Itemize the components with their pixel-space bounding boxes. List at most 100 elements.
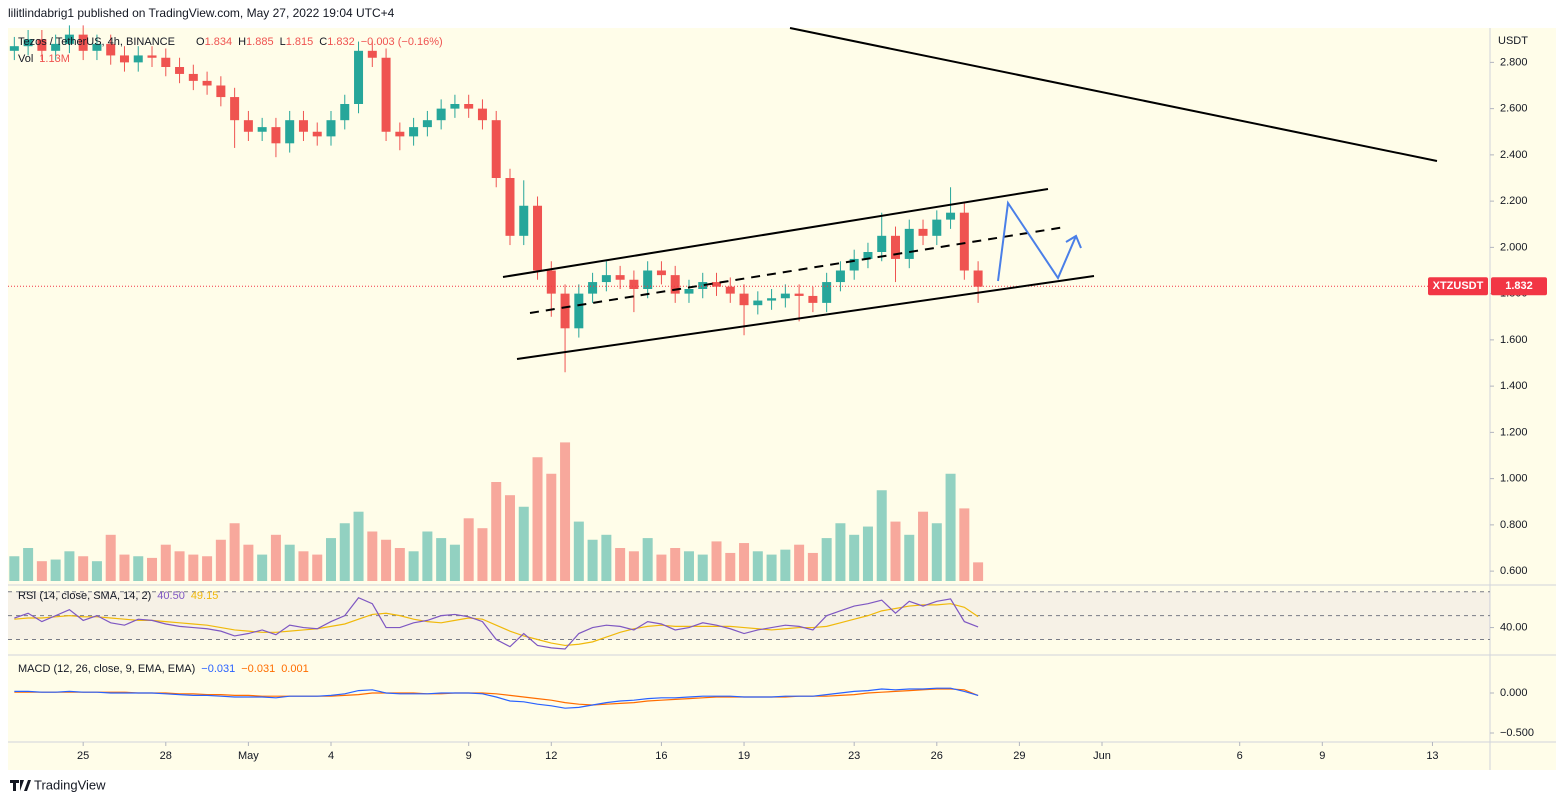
- volume-bar: [133, 556, 144, 581]
- volume-bar: [794, 544, 805, 581]
- volume-bar: [298, 551, 309, 581]
- x-tick-label: 23: [848, 750, 860, 762]
- legend-title: Vol: [18, 53, 33, 65]
- candle-body: [9, 46, 19, 51]
- volume-bar: [312, 554, 323, 581]
- candle-body: [684, 289, 694, 294]
- y-tick-label: 2.200: [1500, 195, 1528, 207]
- legend-value: −0.003 (−0.16%): [361, 36, 443, 48]
- candle-body: [175, 67, 185, 74]
- volume-bar: [601, 534, 612, 581]
- volume-bar: [821, 538, 832, 581]
- volume-bar: [449, 544, 460, 581]
- volume-bar: [560, 442, 571, 581]
- volume-bar: [381, 539, 392, 581]
- volume-bar: [766, 554, 777, 581]
- volume-bar: [849, 534, 860, 581]
- volume-bar: [518, 506, 529, 581]
- volume-bar: [504, 495, 515, 581]
- indicator-line: [14, 687, 979, 709]
- x-tick-label: 26: [931, 750, 943, 762]
- logo: [10, 780, 31, 791]
- candle-body: [959, 212, 969, 271]
- x-tick-label: 6: [1237, 750, 1243, 762]
- y-axis-unit: USDT: [1498, 35, 1528, 47]
- volume-bar: [78, 556, 89, 581]
- x-tick-label: 19: [738, 750, 750, 762]
- candle-body: [51, 43, 61, 51]
- volume-bar: [890, 521, 901, 581]
- price-tag-value: 1.832: [1505, 280, 1533, 292]
- candle-body: [64, 34, 74, 44]
- volume-bar: [725, 552, 736, 581]
- legend-value: 40.50: [157, 590, 185, 602]
- volume-bar: [628, 551, 639, 581]
- x-tick-label: 28: [160, 750, 172, 762]
- candle-body: [298, 120, 308, 132]
- volume-bar: [656, 554, 667, 581]
- volume-bar: [904, 534, 915, 581]
- y-tick-label: 2.000: [1500, 241, 1528, 253]
- volume-bar: [931, 523, 942, 581]
- volume-bar: [835, 523, 846, 581]
- candle-body: [946, 212, 956, 220]
- legend-key: C: [319, 36, 327, 48]
- y-tick-label: 1.400: [1500, 380, 1528, 392]
- candle-body: [133, 55, 143, 63]
- volume-bar: [229, 523, 240, 581]
- volume-bar: [36, 561, 47, 581]
- footer-logo: TradingView: [10, 777, 106, 792]
- x-tick-label: May: [238, 750, 259, 762]
- candle-body: [932, 219, 942, 236]
- volume-bar: [257, 554, 268, 581]
- volume-bar: [711, 541, 722, 581]
- channel-middle: [529, 226, 1066, 314]
- volume-bar: [147, 557, 158, 581]
- candle-body: [23, 39, 33, 47]
- candle-body: [106, 43, 116, 56]
- volume-bar: [119, 554, 130, 581]
- candle-body: [890, 235, 900, 259]
- x-tick-label: 13: [1426, 750, 1438, 762]
- volume-bar: [188, 554, 199, 581]
- candle-body: [767, 298, 777, 301]
- volume-bar: [876, 490, 887, 581]
- candle-body: [560, 293, 570, 329]
- y-tick-label: 1.600: [1500, 334, 1528, 346]
- candle-body: [477, 108, 487, 121]
- x-tick-label: 12: [545, 750, 557, 762]
- candle-body: [436, 108, 446, 121]
- plot-background: [8, 28, 1490, 770]
- candle-body: [381, 57, 391, 132]
- legend-key: H: [238, 36, 246, 48]
- candle-body: [409, 127, 419, 137]
- axis-background: [1490, 28, 1556, 770]
- volume-bar: [174, 551, 185, 581]
- candle-body: [904, 228, 914, 259]
- candle-body: [808, 295, 818, 303]
- volume-bar: [463, 518, 474, 581]
- candle-body: [202, 80, 212, 86]
- legend-value: −0.031: [201, 663, 235, 675]
- candle-body: [147, 55, 157, 58]
- candle-body: [450, 104, 460, 109]
- volume-bar: [50, 559, 61, 581]
- legend-value: −0.031: [241, 663, 275, 675]
- volume-bar: [105, 534, 116, 581]
- volume-bar: [394, 548, 405, 581]
- volume-bar: [546, 473, 557, 581]
- candle-body: [656, 270, 666, 276]
- candle-body: [243, 120, 253, 132]
- x-tick-label: 9: [1319, 750, 1325, 762]
- volume-bar: [215, 539, 226, 581]
- volume-bar: [9, 556, 20, 581]
- channel-top: [502, 188, 1049, 278]
- volume-bar: [587, 539, 598, 581]
- volume-bar: [739, 543, 750, 581]
- candle-body: [601, 275, 611, 283]
- candle-body: [546, 270, 556, 294]
- footer: TradingView: [34, 777, 106, 792]
- volume-bar: [615, 548, 626, 581]
- legend-key: O: [196, 36, 205, 48]
- candle-body: [464, 104, 474, 109]
